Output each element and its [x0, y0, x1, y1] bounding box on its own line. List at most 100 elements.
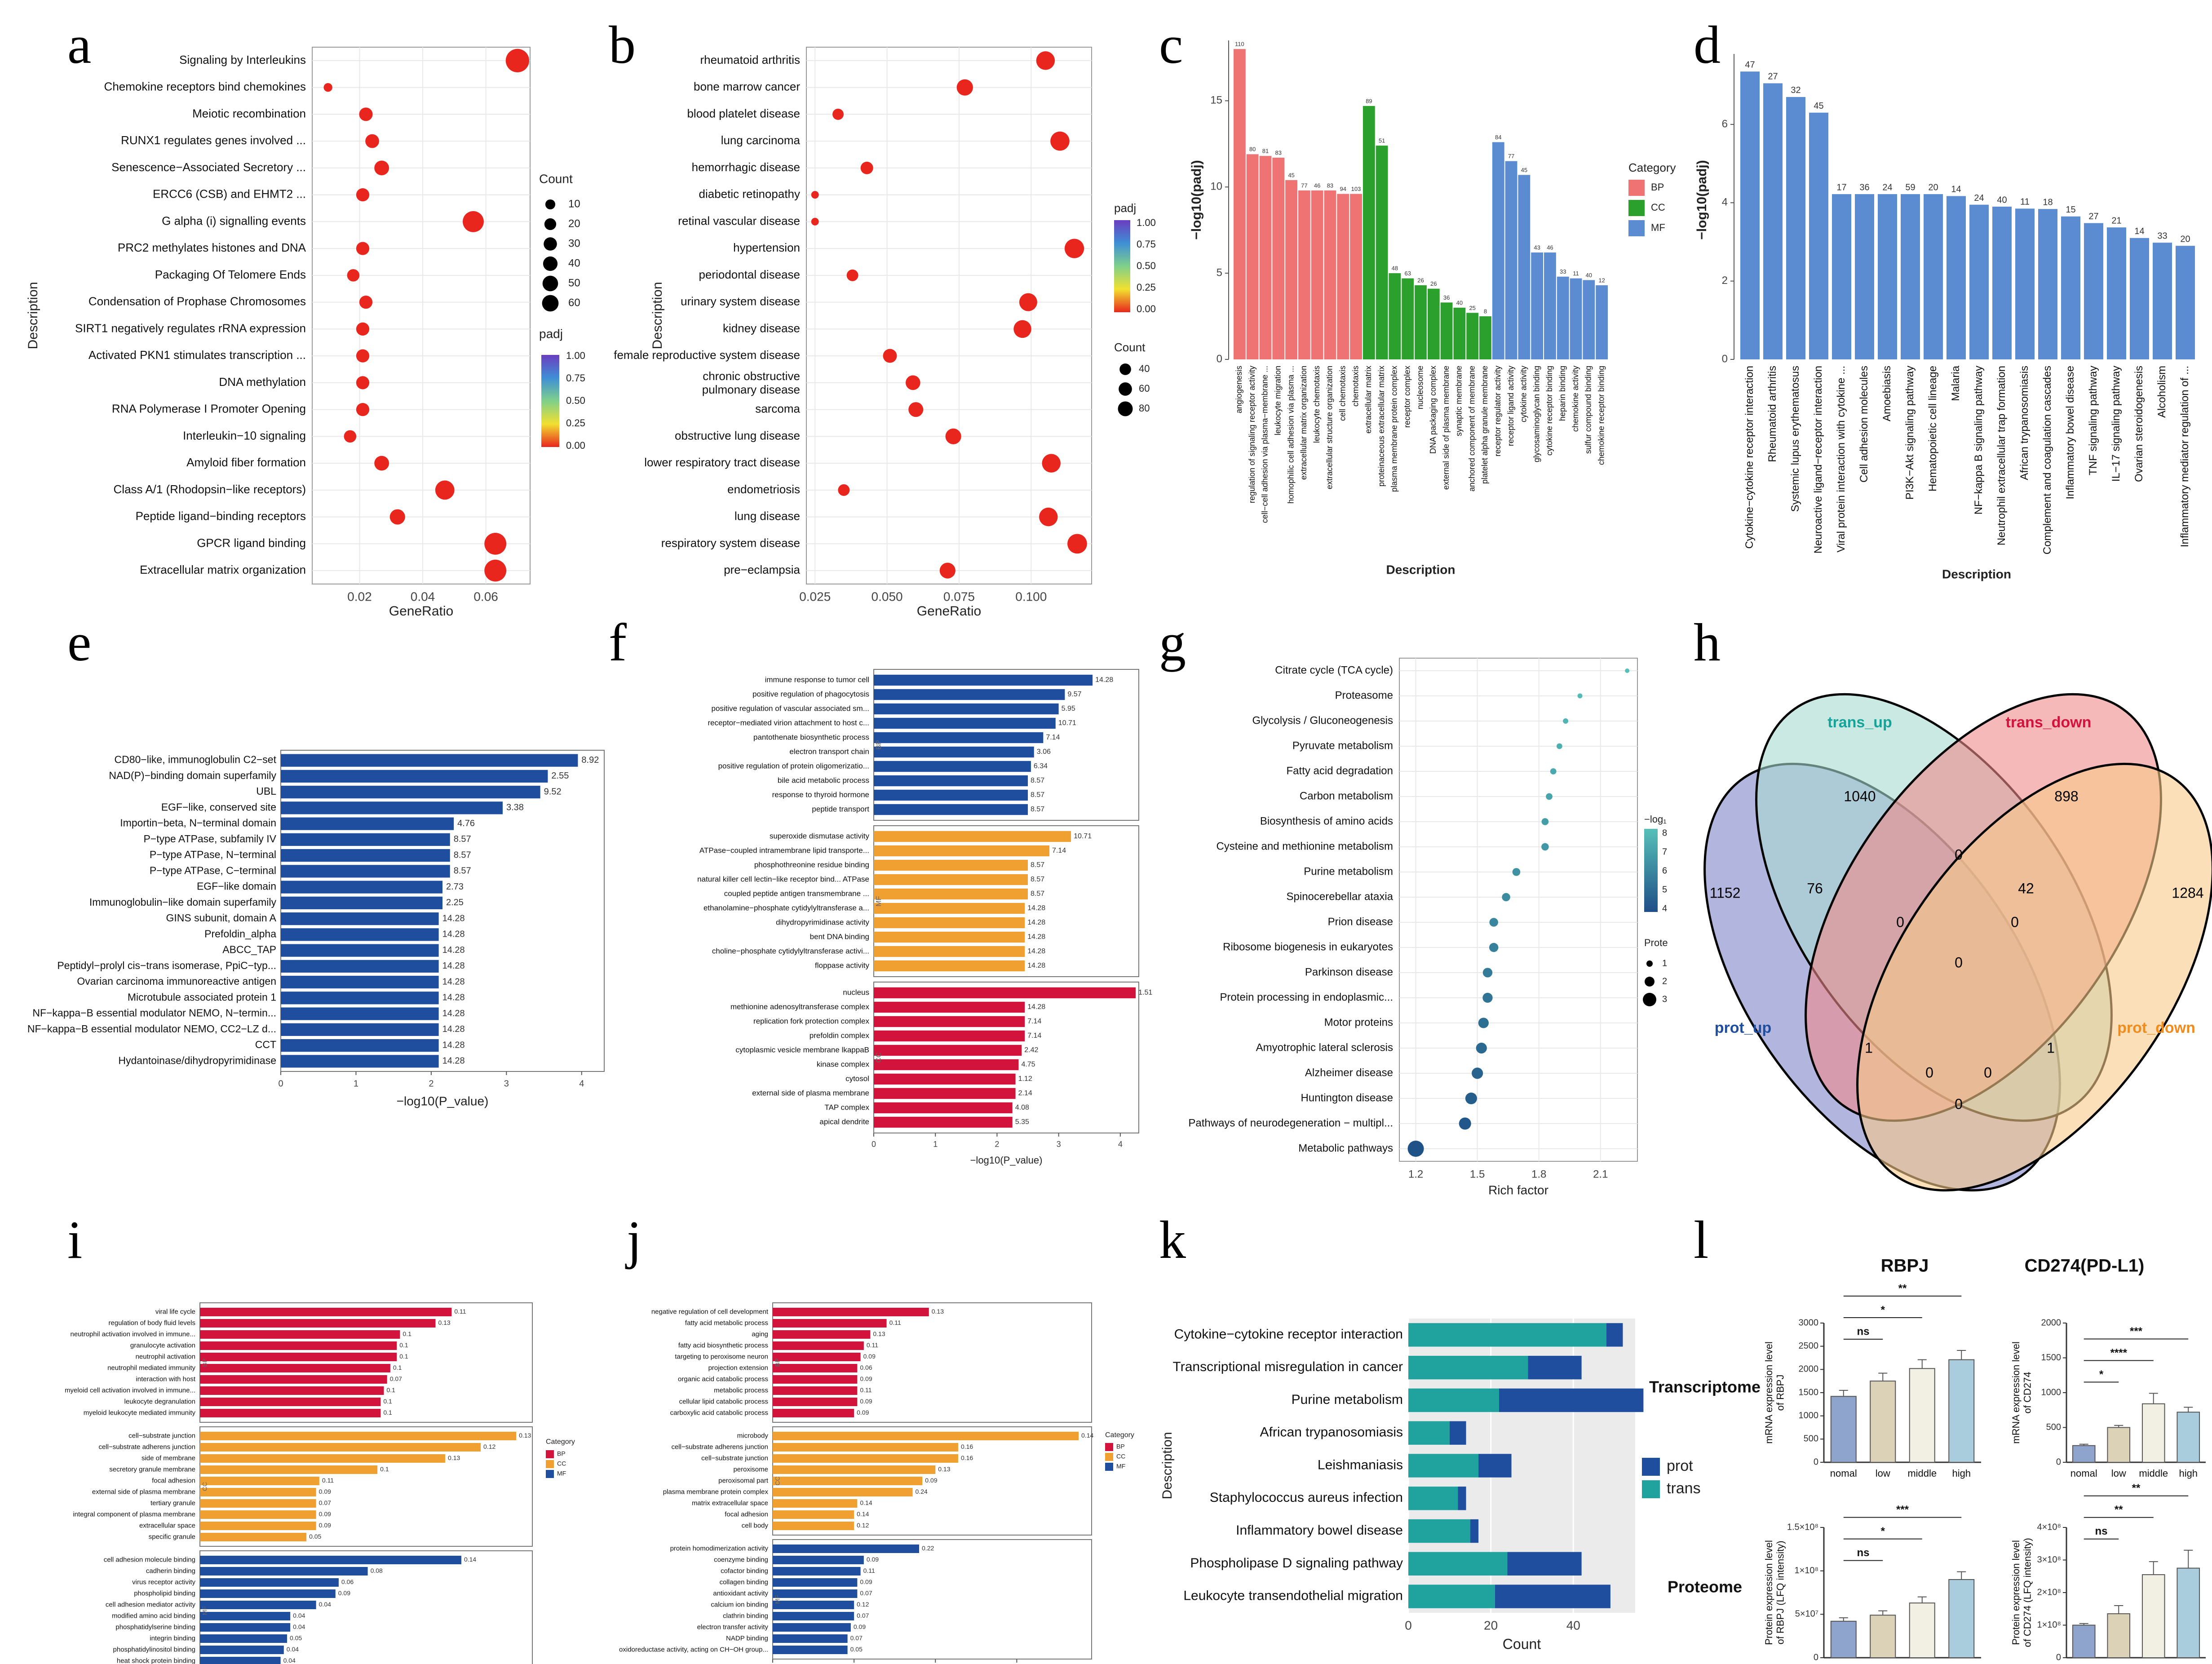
bar [773, 1477, 923, 1485]
bar [773, 1375, 858, 1384]
sig-label: *** [2130, 1325, 2143, 1337]
size-legend-dot [542, 295, 559, 312]
category-label: CD80−like, immunoglobulin C2−set [114, 754, 276, 766]
bar [773, 1386, 858, 1395]
bar [874, 775, 1028, 787]
category-label: DNA methylation [219, 375, 306, 389]
facet-strip-label: MF [774, 1595, 781, 1604]
category-label: replication fork protection complex [753, 1017, 869, 1025]
category-label: CCT [255, 1039, 276, 1050]
bar [773, 1499, 858, 1508]
bar-label: 6.34 [1034, 762, 1048, 770]
bar [874, 717, 1056, 729]
bar-label: 103 [1351, 186, 1361, 192]
category-label: lung carcinoma [721, 133, 801, 147]
category-label: Prion disease [1328, 916, 1393, 928]
category-label: pre−eclampsia [724, 563, 800, 576]
x-tick-label: 4 [1118, 1140, 1123, 1149]
x-tick-label: nomal [2070, 1663, 2097, 1664]
sig-label: ** [1898, 1282, 1907, 1294]
bar [1583, 280, 1595, 359]
color-legend-bar [1644, 829, 1658, 912]
bar-label: 0.1 [399, 1353, 408, 1360]
x-tick-label: platelet alpha granule membrane [1480, 366, 1489, 484]
size-legend-dot [1643, 993, 1656, 1006]
color-legend-bar [541, 355, 559, 447]
panel-label-k: k [1159, 1210, 1186, 1270]
bar-label: 0.07 [857, 1612, 869, 1619]
bar [1298, 190, 1310, 359]
category-label: Ovarian carcinoma immunoreactive antigen [77, 975, 276, 987]
venn-count: 0 [1955, 954, 1963, 970]
category-label: Proteasome [1335, 689, 1393, 701]
y-axis-label: mRNA expression levelof CD274 [2010, 1341, 2033, 1443]
bar [2153, 243, 2172, 359]
color-legend-label: 4 [1662, 903, 1667, 913]
bar [281, 865, 450, 878]
bar [281, 754, 578, 767]
x-tick-label: Viral protein interaction with cytokine … [1835, 366, 1847, 553]
chart-j: 0.13 negative regulation of cell developm… [619, 1302, 1134, 1663]
x-tick-label: 1.2 [1408, 1168, 1423, 1180]
category-label: electron transfer activity [697, 1623, 769, 1631]
bar [200, 1353, 397, 1361]
category-label: endometriosis [727, 482, 800, 496]
facet-strip-label: CC [201, 1482, 208, 1491]
category-label: interaction with host [136, 1375, 195, 1383]
data-point [1064, 239, 1084, 258]
bar-label: 0.09 [863, 1353, 876, 1360]
category-label: respiratory system disease [661, 536, 800, 549]
bar-label: 0.04 [287, 1646, 299, 1653]
category-label: Citrate cycle (TCA cycle) [1275, 664, 1393, 676]
category-label: periodontal disease [699, 268, 801, 281]
category-label: Staphylococcus aureus infection [1210, 1490, 1403, 1505]
bar-prot [1495, 1584, 1610, 1608]
venn-count: 0 [1925, 1064, 1933, 1080]
bar [1492, 142, 1504, 359]
label-line: pulmonary disease [702, 383, 800, 396]
bar-label: 14.28 [442, 929, 465, 939]
category-label: TAP complex [824, 1103, 869, 1111]
bar [874, 761, 1031, 772]
y-tick-label: 0 [2056, 1652, 2061, 1662]
x-tick-label: 0.025 [799, 589, 831, 603]
y-tick-label: 2000 [1799, 1364, 1819, 1374]
category-label: tertiary granule [150, 1499, 195, 1507]
category-label: Pathways of neurodegeneration − multipl.… [1188, 1117, 1393, 1129]
x-tick-label: synaptic membrane [1455, 366, 1464, 436]
bar-label: 0.05 [850, 1646, 863, 1653]
bar [2107, 1613, 2131, 1658]
bar-label: 0.1 [380, 1465, 389, 1473]
bar-label: 4.08 [1015, 1104, 1029, 1111]
label-line: of RBPJ [1774, 1375, 1786, 1411]
x-tick-label: high [1952, 1468, 1971, 1479]
category-label: Inflammatory bowel disease [1236, 1523, 1403, 1538]
facet-frame [772, 1302, 1092, 1423]
panel-label-g: g [1159, 612, 1186, 672]
y-tick-label: 0 [1814, 1457, 1818, 1467]
bar [773, 1341, 864, 1350]
category-label: cofactor binding [721, 1567, 768, 1575]
bar-label: 27 [1768, 72, 1778, 82]
size-legend-title: Count [1114, 341, 1146, 354]
size-legend-label: 80 [1139, 403, 1150, 414]
category-label: hemorrhagic disease [692, 160, 800, 174]
bar-label: 0.1 [383, 1398, 392, 1405]
bar [2107, 227, 2126, 359]
bar-label: 0.14 [857, 1510, 869, 1518]
legend-swatch [1105, 1453, 1113, 1461]
bar [281, 928, 439, 941]
data-point [1042, 454, 1061, 473]
facet-frame [199, 1550, 533, 1664]
bar-label: 46 [1547, 244, 1553, 251]
bar [1531, 252, 1544, 359]
bar-label: 14 [1951, 185, 1961, 195]
panel-label-j: j [627, 1210, 642, 1270]
chart-e: 8.92 CD80−like, immunoglobulin C2−set 2.55… [27, 750, 605, 1108]
bar [773, 1634, 848, 1643]
category-label: peroxisome [733, 1465, 768, 1473]
x-axis-label: −log10(P_value) [970, 1155, 1043, 1166]
y-axis-label: −log10(padj) [1189, 160, 1204, 240]
data-point [838, 484, 850, 496]
